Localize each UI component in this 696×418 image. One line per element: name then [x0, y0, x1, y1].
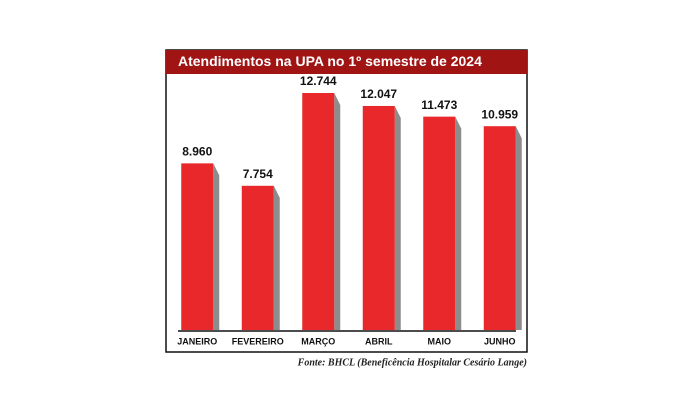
x-tick-label: JUNHO [484, 336, 516, 346]
bar [423, 116, 456, 330]
x-tick-label: ABRIL [365, 336, 393, 346]
bar-shadow [213, 163, 220, 330]
bar [362, 105, 395, 330]
bar-shadow [334, 93, 341, 330]
value-label: 11.473 [421, 98, 457, 112]
bar [302, 93, 335, 330]
value-label: 12.047 [360, 87, 397, 101]
source-note: Fonte: BHCL (Beneficência Hospitalar Ces… [297, 357, 527, 368]
value-label: 7.754 [243, 167, 273, 181]
value-label: 10.959 [481, 107, 518, 121]
bar-shadow [515, 126, 522, 330]
title-bar [166, 50, 527, 74]
chart-frame [165, 49, 528, 353]
bar [181, 163, 214, 330]
x-tick-label: MAIO [428, 336, 452, 346]
bar-shadow [273, 185, 280, 330]
x-tick-label: JANEIRO [177, 336, 217, 346]
x-tick-label: FEVEREIRO [232, 336, 284, 346]
x-tick-label: MARÇO [301, 336, 335, 346]
chart-title: Atendimentos na UPA no 1º semestre de 20… [178, 53, 482, 69]
bar-shadow [394, 105, 401, 330]
bar [483, 126, 516, 330]
bar-shadow [455, 116, 462, 330]
value-label: 8.960 [182, 145, 212, 159]
value-label: 12.744 [300, 74, 337, 88]
bar [241, 185, 274, 330]
